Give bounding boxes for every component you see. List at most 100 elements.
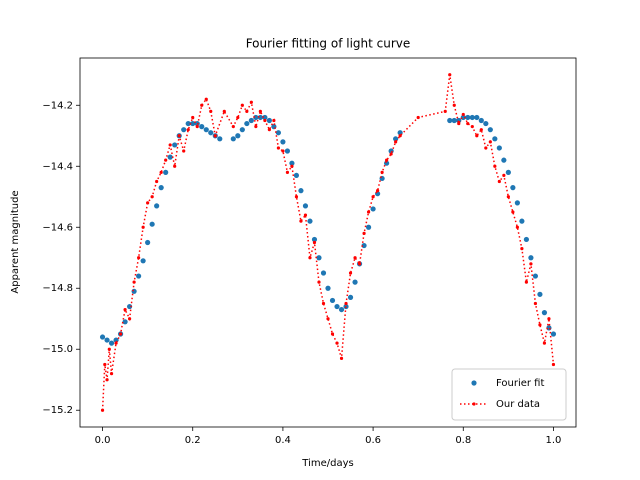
y-axis-label: Apparent magnitude — [10, 190, 21, 293]
x-tick-label: 0.2 — [185, 435, 201, 446]
data-point — [191, 115, 195, 120]
data-point — [393, 136, 399, 142]
data-point — [366, 210, 371, 214]
data-point — [298, 188, 304, 194]
data-point — [235, 133, 241, 139]
y-tick-label: −14.2 — [42, 100, 73, 111]
data-point — [334, 303, 340, 310]
data-point — [380, 170, 384, 174]
data-point — [551, 362, 556, 367]
data-point — [515, 225, 519, 229]
data-point — [163, 169, 169, 175]
data-point — [311, 236, 318, 243]
data-point — [487, 127, 493, 133]
data-point — [289, 160, 295, 166]
data-point — [231, 125, 235, 129]
data-point — [182, 149, 186, 153]
data-point — [140, 258, 146, 264]
data-point — [466, 121, 470, 126]
data-point — [185, 120, 191, 127]
data-point — [529, 262, 533, 266]
data-point — [99, 334, 106, 340]
data-point — [123, 307, 127, 312]
data-point — [104, 337, 110, 343]
data-point — [276, 146, 280, 150]
data-point — [357, 262, 362, 266]
y-tick-label: −15.0 — [42, 344, 73, 355]
data-point — [159, 170, 163, 174]
data-point — [316, 255, 322, 261]
data-point — [547, 317, 551, 321]
data-point — [244, 120, 250, 127]
data-point — [443, 109, 447, 113]
data-point — [204, 97, 208, 101]
x-tick-label: 0.4 — [275, 435, 291, 446]
data-point — [155, 179, 159, 184]
data-point — [132, 280, 136, 284]
plot-frame — [79, 57, 577, 428]
data-point — [141, 225, 145, 229]
data-point — [365, 224, 372, 230]
data-point — [118, 332, 123, 336]
data-point — [506, 195, 510, 199]
data-point — [550, 331, 557, 337]
data-point — [469, 114, 475, 121]
data-point — [478, 117, 484, 124]
data-point — [158, 185, 164, 191]
data-point — [293, 172, 300, 179]
data-point — [145, 239, 151, 246]
data-point — [479, 128, 483, 132]
data-point — [308, 256, 312, 260]
data-point — [352, 279, 358, 285]
data-point — [488, 140, 492, 144]
data-point — [280, 139, 286, 145]
x-tick-label: 0.0 — [95, 435, 111, 446]
data-point — [475, 134, 479, 138]
data-point — [541, 310, 548, 316]
data-point — [285, 170, 290, 174]
data-point — [321, 301, 326, 306]
data-point — [338, 306, 345, 313]
data-point — [230, 136, 236, 142]
data-point — [263, 118, 267, 123]
data-point — [146, 201, 150, 205]
data-point — [533, 301, 538, 306]
data-point — [528, 255, 534, 261]
data-point — [385, 158, 389, 162]
data-point — [461, 112, 465, 117]
data-point — [497, 179, 501, 184]
data-point — [362, 231, 366, 235]
data-point — [249, 100, 253, 104]
data-point — [199, 124, 205, 130]
data-point — [514, 200, 520, 206]
data-point — [416, 115, 420, 120]
x-tick-label: 0.6 — [365, 435, 381, 446]
data-point — [258, 109, 262, 113]
data-point — [344, 301, 348, 306]
data-point — [523, 236, 530, 243]
data-point — [502, 173, 506, 178]
legend-box — [451, 368, 567, 421]
data-point — [496, 145, 502, 151]
data-point — [266, 117, 272, 124]
data-point — [154, 203, 160, 209]
data-point — [519, 218, 525, 224]
data-point — [217, 136, 223, 142]
data-point — [520, 246, 524, 251]
data-point — [131, 288, 137, 294]
data-point — [348, 271, 353, 275]
x-tick-label: 1.0 — [546, 435, 562, 446]
data-point — [213, 134, 217, 138]
data-point — [465, 114, 471, 121]
data-point — [339, 356, 344, 360]
data-point — [267, 128, 271, 132]
data-point — [451, 117, 457, 124]
data-point — [136, 273, 142, 279]
data-point — [195, 125, 199, 129]
data-point — [353, 256, 357, 260]
data-point — [167, 154, 173, 160]
data-point — [190, 120, 196, 127]
data-point — [376, 189, 380, 193]
data-point — [329, 297, 336, 304]
data-point — [317, 280, 321, 284]
